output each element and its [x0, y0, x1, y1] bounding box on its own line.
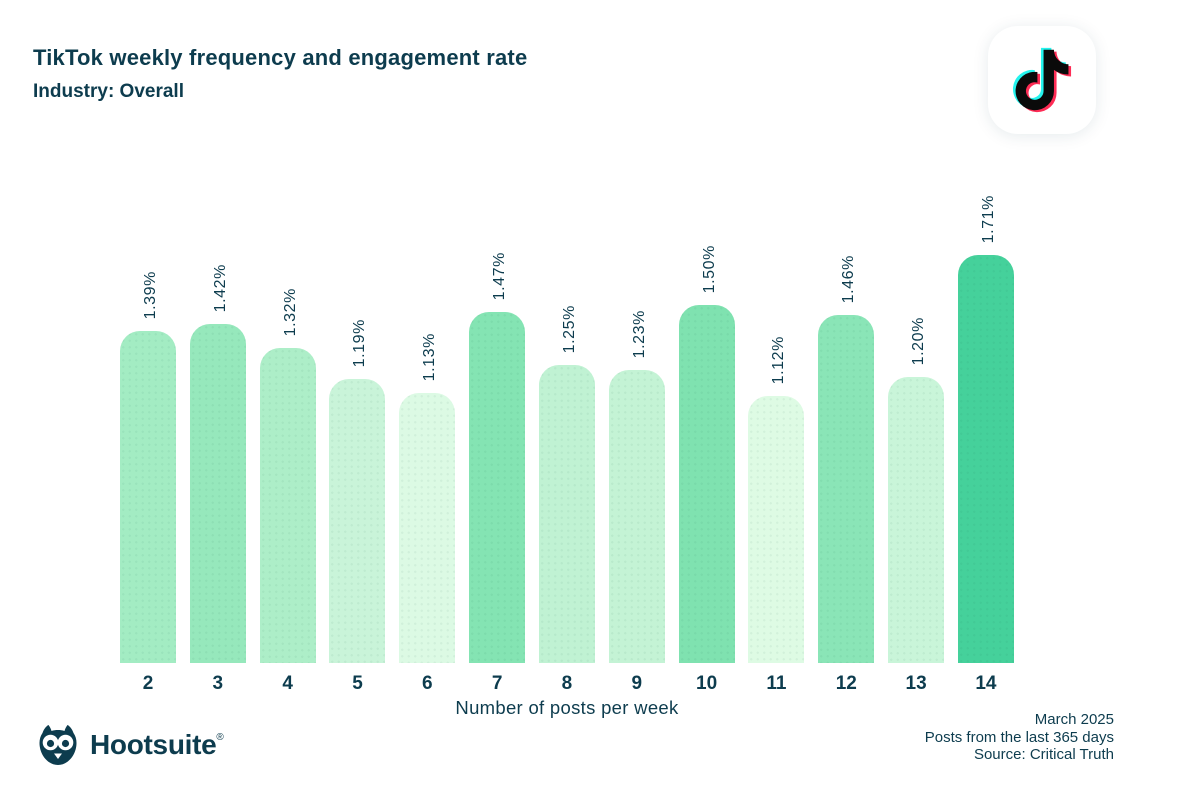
- bar-chart: 1.39% 2 1.42% 3 1.32% 4 1.19% 5 1.13% 6 1.47% 7 1.25…: [120, 195, 1014, 694]
- bar: [189, 324, 246, 663]
- x-axis-title: Number of posts per week: [455, 697, 679, 718]
- bar: [888, 377, 945, 663]
- bar: [329, 379, 386, 663]
- x-tick-label: 8: [561, 673, 573, 694]
- bar-value-label: 1.47%: [491, 251, 509, 300]
- bar: [259, 348, 316, 663]
- x-tick-label: 2: [142, 673, 154, 694]
- bar-cell: 1.32% 4: [259, 200, 316, 694]
- bar-cell: 1.20% 13: [888, 200, 945, 694]
- bar: [608, 370, 665, 663]
- x-tick-label: 12: [835, 673, 857, 694]
- footer-note-date: March 2025: [1034, 711, 1114, 728]
- bar-value-label: 1.39%: [142, 270, 159, 319]
- x-tick-label: 9: [631, 673, 643, 694]
- bar-cell: 1.39% 2: [120, 200, 176, 694]
- bar-value-label: 1.20%: [910, 316, 928, 365]
- bar-value-label: 1.71%: [979, 194, 997, 243]
- page-subtitle: Industry: Overall: [33, 81, 184, 102]
- bar-value-label: 1.12%: [770, 335, 788, 384]
- footer-note-source: Source: Critical Truth: [973, 746, 1114, 763]
- bar: [399, 393, 456, 663]
- bar-value-label: 1.13%: [421, 332, 439, 381]
- footer-notes: March 2025 Posts from the last 365 days …: [925, 711, 1114, 764]
- x-tick-label: 10: [696, 673, 718, 694]
- bar-cell: 1.23% 9: [608, 200, 665, 694]
- bar: [678, 305, 735, 663]
- hootsuite-wordmark: Hootsuite®: [90, 729, 224, 760]
- bar-value-label: 1.25%: [560, 304, 578, 353]
- page-title: TikTok weekly frequency and engagement r…: [33, 45, 528, 70]
- bar-cell: 1.25% 8: [538, 200, 595, 694]
- bar-cell: 1.50% 10: [678, 200, 735, 694]
- bar-cell: 1.47% 7: [469, 200, 526, 694]
- registered-mark: ®: [216, 732, 224, 743]
- bar-value-label: 1.32%: [281, 287, 299, 336]
- tiktok-icon: [1012, 47, 1072, 113]
- tiktok-icon-black-layer: [1015, 49, 1069, 111]
- bar: [957, 255, 1014, 663]
- bar-value-label: 1.46%: [840, 254, 858, 303]
- x-tick-label: 3: [212, 673, 224, 694]
- bar-value-label: 1.42%: [211, 263, 229, 312]
- bar-cell: 1.71% 14: [957, 195, 1014, 694]
- bar: [120, 331, 176, 663]
- bar: [748, 396, 805, 663]
- bar-value-label: 1.19%: [351, 318, 369, 367]
- bar: [538, 365, 595, 663]
- x-tick-label: 4: [282, 673, 293, 694]
- hootsuite-logo: Hootsuite®: [35, 724, 224, 766]
- x-tick-label: 13: [905, 673, 927, 694]
- bar-cell: 1.12% 11: [748, 200, 805, 694]
- x-tick-label: 14: [975, 673, 997, 694]
- bars-row: 1.39% 2 1.42% 3 1.32% 4 1.19% 5 1.13% 6 1.47% 7 1.25…: [120, 195, 1014, 694]
- x-tick-label: 11: [766, 673, 787, 694]
- bar-cell: 1.13% 6: [399, 200, 456, 694]
- footer-note-range: Posts from the last 365 days: [924, 728, 1114, 746]
- bar-cell: 1.19% 5: [329, 200, 386, 694]
- bar-value-label: 1.23%: [630, 309, 648, 358]
- bar: [818, 315, 875, 663]
- bar-value-label: 1.50%: [700, 244, 718, 293]
- x-tick-label: 7: [491, 673, 503, 694]
- bar-cell: 1.46% 12: [818, 200, 875, 694]
- tiktok-logo-badge: [988, 26, 1096, 134]
- bar: [469, 312, 526, 663]
- hootsuite-owl-icon: [39, 725, 77, 765]
- x-tick-label: 5: [352, 673, 363, 694]
- bar-cell: 1.42% 3: [189, 200, 246, 694]
- x-tick-label: 6: [422, 673, 433, 694]
